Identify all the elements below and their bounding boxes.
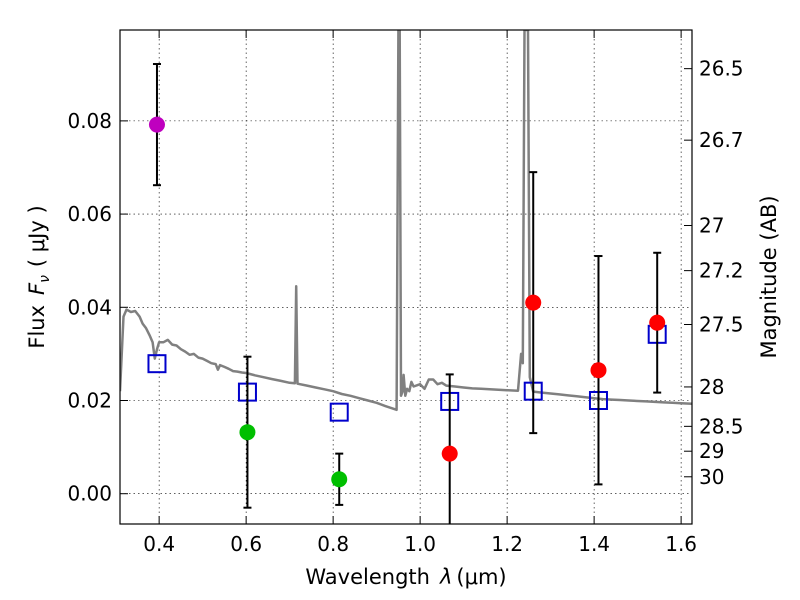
magnitude-tick-label: 27.2: [699, 259, 744, 283]
x-tick-label: 1.2: [491, 532, 523, 556]
y-ticks: 0.00 0.02 0.04 0.06 0.08: [67, 109, 128, 506]
x-ticks: 0.4 0.6 0.8 1.0 1.2 1.4 1.6: [143, 30, 697, 556]
y-axis-label: FluxFν( μJy ): [25, 205, 53, 348]
y-tick-label: 0.06: [67, 202, 112, 226]
magnitude-tick-label: 29: [699, 439, 724, 463]
magnitude-tick-label: 27.5: [699, 312, 744, 336]
magnitude-tick-label: 26.5: [699, 57, 744, 81]
observed-marker: [525, 294, 542, 311]
magnitude-tick-label: 30: [699, 465, 724, 489]
grid: [120, 30, 692, 524]
x-tick-label: 1.6: [665, 532, 697, 556]
x-tick-label: 0.8: [317, 532, 349, 556]
model-marker: [147, 354, 167, 374]
y-tick-label: 0.08: [67, 109, 112, 133]
observed-marker: [649, 314, 666, 331]
observed-marker: [239, 424, 256, 441]
y-tick-label: 0.00: [67, 482, 112, 506]
y-tick-label: 0.04: [67, 295, 112, 319]
magnitude-axis-label: Magnitude (AB): [757, 195, 781, 358]
y-tick-label: 0.02: [67, 389, 112, 413]
x-tick-label: 0.4: [143, 532, 175, 556]
model-marker: [329, 402, 349, 422]
x-tick-label: 1.0: [404, 532, 436, 556]
plot-frame: [119, 29, 693, 525]
x-tick-label: 1.4: [578, 532, 610, 556]
observed-marker: [331, 471, 348, 488]
x-tick-label: 0.6: [230, 532, 262, 556]
plot-content: [120, 30, 692, 524]
magnitude-tick-label: 26.7: [699, 128, 744, 152]
observed-points: [148, 116, 666, 488]
magnitude-tick-label: 27: [699, 214, 724, 238]
observed-marker: [441, 445, 458, 462]
magnitude-tick-label: 28: [699, 375, 724, 399]
plot-area: [120, 30, 692, 524]
x-axis-label: Wavelength λ (μm): [305, 565, 506, 589]
magnitude-tick-label: 28.5: [699, 414, 744, 438]
observed-marker: [590, 362, 607, 379]
observed-marker: [148, 116, 165, 133]
